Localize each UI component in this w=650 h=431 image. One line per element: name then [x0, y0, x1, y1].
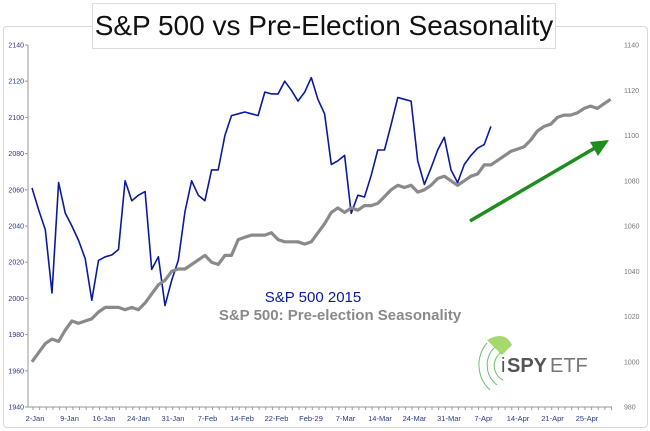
left-tick-label: 2120: [8, 79, 24, 86]
x-tick-label: 22-Feb: [265, 414, 289, 423]
ispyetf-logo: i SPY ETF: [478, 336, 588, 391]
trend-arrow: [469, 140, 609, 223]
x-tick-label: 9-Jan: [60, 414, 79, 423]
right-tick-label: 1000: [624, 359, 640, 366]
right-tick-label: 980: [624, 405, 636, 412]
x-tick-label: 31-Mar: [437, 414, 461, 423]
x-tick-label: 14-Feb: [230, 414, 254, 423]
svg-text:i: i: [501, 355, 505, 377]
series-seasonality-line: [30, 97, 612, 363]
x-tick-label: 24-Mar: [403, 414, 427, 423]
right-tick-label: 1060: [624, 224, 640, 231]
x-tick-label: 7-Apr: [474, 414, 493, 423]
legend-seasonality: S&P 500: Pre-election Seasonality: [219, 307, 462, 324]
right-tick-label: 1040: [624, 269, 640, 276]
left-tick-label: 1940: [8, 405, 24, 412]
x-tick-label: 21-Apr: [541, 414, 564, 423]
svg-text:SPY: SPY: [507, 355, 548, 377]
series-sp500-2015-line: [31, 76, 492, 307]
x-tick-label: 2-Jan: [26, 414, 45, 423]
x-tick-label: 24-Jan: [127, 414, 150, 423]
svg-text:ETF: ETF: [550, 355, 588, 377]
left-tick-label: 2140: [8, 43, 24, 50]
left-tick-label: 1980: [8, 332, 24, 339]
legend-sp500-2015: S&P 500 2015: [265, 289, 361, 306]
right-tick-label: 1080: [624, 178, 640, 185]
right-tick-label: 1020: [624, 314, 640, 321]
right-tick-label: 1120: [624, 88, 639, 95]
x-tick-label: Feb-29: [299, 414, 323, 423]
right-tick-label: 1140: [624, 43, 639, 50]
right-tick-label: 1100: [624, 133, 639, 140]
x-tick-label: 25-Apr: [576, 414, 599, 423]
x-tick-label: 14-Mar: [368, 414, 392, 423]
chart-title: S&P 500 vs Pre-Election Seasonality: [92, 3, 556, 49]
left-tick-label: 2100: [8, 115, 24, 122]
left-tick-label: 1960: [8, 368, 24, 375]
x-tick-label: 7-Feb: [198, 414, 218, 423]
left-tick-label: 2080: [8, 151, 24, 158]
x-tick-label: 16-Jan: [93, 414, 116, 423]
left-tick-label: 2060: [8, 187, 24, 194]
left-tick-label: 2000: [8, 296, 24, 303]
x-tick-label: 7-Mar: [336, 414, 356, 423]
left-tick-label: 2040: [8, 224, 24, 231]
x-tick-label: 31-Jan: [162, 414, 185, 423]
left-tick-label: 2020: [8, 260, 24, 267]
x-tick-label: 14-Apr: [507, 414, 530, 423]
